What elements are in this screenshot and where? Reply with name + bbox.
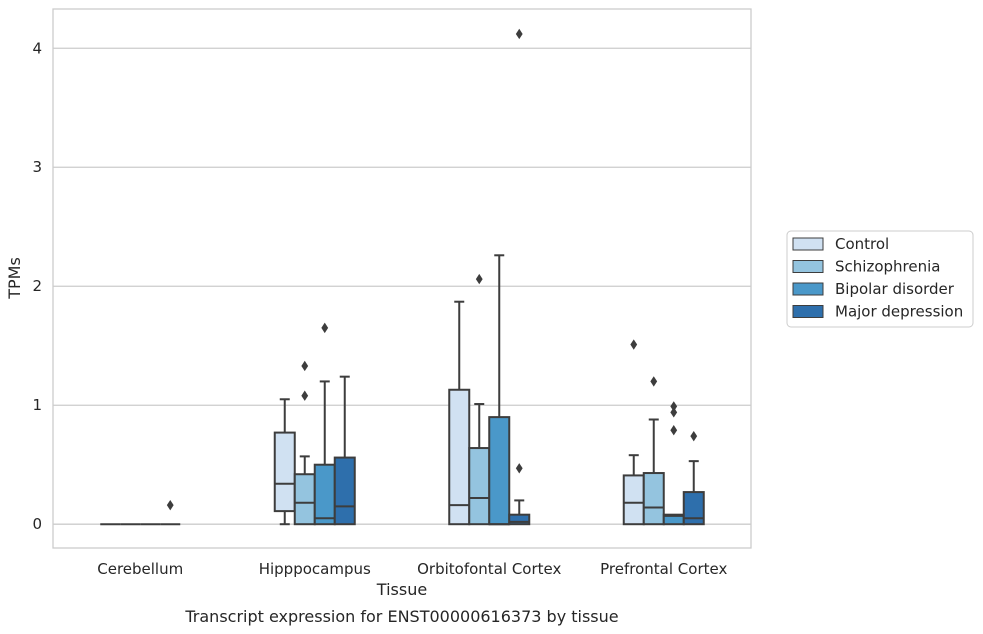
legend-swatch — [792, 260, 824, 273]
box-group — [273, 398, 296, 526]
y-tick-label: 2 — [32, 277, 42, 295]
legend-swatch — [792, 237, 824, 251]
y-axis-ticks: 0 1 2 3 4 — [32, 39, 42, 533]
box-rect — [508, 513, 531, 526]
box-rect — [642, 472, 665, 526]
x-axis-label: Tissue — [376, 580, 427, 599]
legend-label: Major depression — [835, 303, 963, 321]
box-rect — [682, 491, 705, 526]
box-group — [160, 499, 181, 526]
outlier-point — [515, 28, 523, 40]
x-tick-label: Hipppocampus — [259, 560, 371, 578]
x-tick-label: Prefrontal Cortex — [600, 560, 727, 578]
outlier-point — [166, 499, 174, 511]
box-rect — [313, 463, 336, 526]
box-group — [682, 430, 705, 526]
box-group — [333, 375, 356, 526]
outlier-point — [670, 407, 678, 418]
box-rect — [622, 474, 645, 526]
x-axis-ticks: Cerebellum Hipppocampus Orbitofontal Corte… — [97, 560, 727, 578]
legend-label: Schizophrenia — [835, 258, 940, 276]
outlier-point — [475, 273, 483, 285]
y-tick-label: 0 — [32, 515, 42, 533]
box-plot-marks — [100, 28, 705, 526]
box-rect — [293, 473, 316, 526]
legend-frame — [786, 230, 974, 328]
outlier-point — [301, 390, 309, 401]
outlier-point — [301, 360, 309, 372]
x-tick-label: Cerebellum — [97, 560, 183, 578]
y-axis-label: TPMs — [5, 257, 24, 300]
box-group — [468, 273, 491, 526]
x-tick-label: Orbitofontal Cortex — [417, 560, 561, 578]
plot-frame — [52, 8, 752, 549]
box-group — [662, 401, 685, 526]
box-rect — [333, 456, 356, 526]
box-rect — [468, 447, 491, 526]
y-tick-label: 4 — [32, 39, 42, 57]
outlier-point — [670, 425, 678, 436]
box-group — [313, 322, 336, 526]
box-group — [488, 254, 511, 526]
legend-swatch — [792, 305, 824, 318]
outlier-point — [321, 322, 329, 334]
outlier-point — [650, 376, 658, 387]
box-group — [642, 376, 665, 526]
grid-lines — [53, 47, 751, 525]
y-tick-label: 3 — [32, 158, 42, 176]
outlier-point — [515, 463, 523, 474]
outlier-point — [670, 401, 678, 412]
box-group — [293, 360, 316, 526]
outlier-point — [630, 339, 638, 350]
box-rect — [488, 416, 511, 526]
box-group — [448, 300, 471, 526]
box-rect — [448, 388, 471, 526]
legend-swatch — [792, 282, 824, 296]
box-rect — [273, 431, 296, 513]
legend-label: Control — [835, 235, 889, 253]
outlier-point — [690, 430, 698, 442]
chart-caption: Transcript expression for ENST0000061637… — [184, 607, 618, 626]
box-group — [508, 28, 531, 526]
legend: Control Schizophrenia Bipolar disorder Majo… — [786, 230, 974, 328]
legend-label: Bipolar disorder — [835, 280, 955, 298]
box-group — [622, 339, 645, 526]
y-tick-label: 1 — [32, 396, 42, 414]
